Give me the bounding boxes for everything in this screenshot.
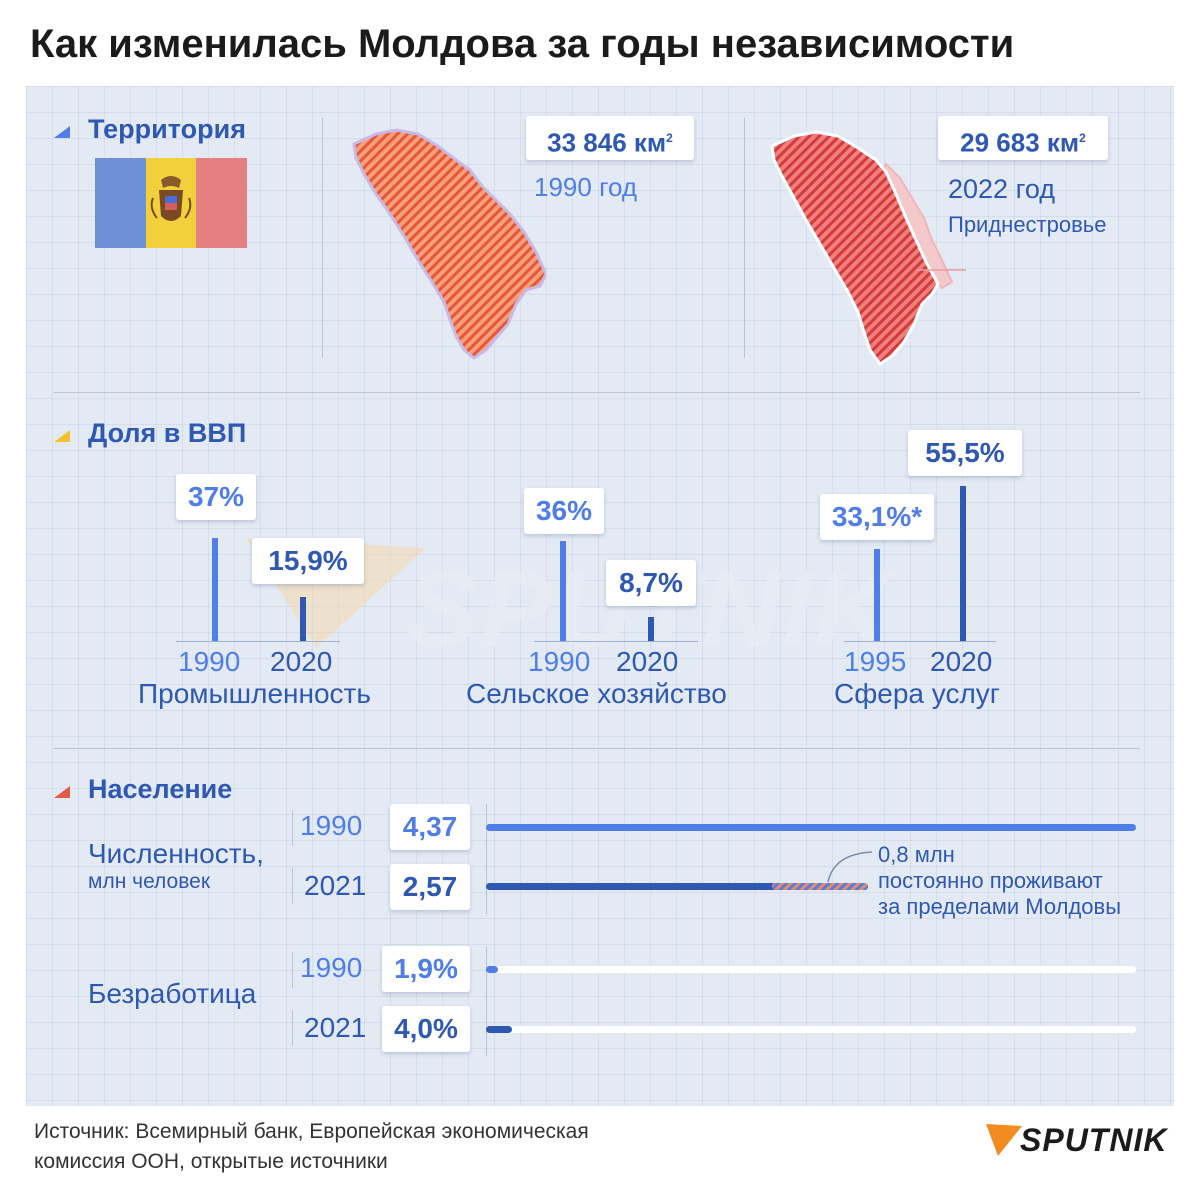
unemp-year-1990: 1990 — [300, 952, 363, 983]
map-moldova-1990 — [352, 128, 546, 360]
abroad-note-line2: постоянно проживают — [878, 868, 1103, 893]
year-industry-2020: 2020 — [270, 646, 333, 677]
pop-bar-2021-abroad — [772, 883, 868, 890]
abroad-note-line3: за пределами Молдовы — [878, 894, 1122, 919]
pop-axis-main — [486, 804, 487, 914]
bar-agriculture-1990 — [560, 541, 566, 641]
unemp-value-2021: 4,0% — [382, 1006, 470, 1052]
territory-heading: Территория — [88, 114, 246, 144]
moldova-flag — [95, 158, 247, 248]
area-2022-box: 29 683 км2 — [938, 116, 1108, 160]
group-label-services: Сфера услуг — [834, 678, 1000, 709]
unemp-track-1990 — [486, 966, 1136, 973]
pop-axis-left-1 — [292, 810, 293, 846]
label-agriculture-1990: 36% — [524, 488, 604, 534]
group-label-industry: Промышленность — [138, 678, 371, 709]
group-label-agriculture: Сельское хозяйство — [466, 678, 727, 709]
pop-value-1990: 4,37 — [390, 804, 470, 850]
area-2022-unit-sup: 2 — [1079, 131, 1086, 145]
pop-year-2021: 2021 — [304, 870, 367, 901]
unemp-bar-1990 — [486, 966, 498, 973]
abroad-callout-line — [827, 851, 873, 883]
year-services-2020: 2020 — [930, 646, 993, 677]
pop-bar-2021 — [486, 883, 778, 890]
population-count-unit: млн человек — [88, 870, 211, 893]
area-1990-value: 33 846 км — [547, 127, 667, 158]
gdp-heading: Доля в ВВП — [88, 418, 247, 448]
axis-industry — [176, 641, 340, 642]
abroad-note-line1: 0,8 млн — [878, 842, 955, 867]
gdp-marker-icon — [54, 430, 70, 442]
sputnik-logo — [986, 1124, 1022, 1156]
bar-services-2020 — [960, 486, 966, 641]
pop-axis-left-2 — [292, 868, 293, 904]
unemp-axis-left-1 — [292, 952, 293, 988]
axis-services — [844, 641, 996, 642]
year-industry-1990: 1990 — [178, 646, 241, 677]
year-agriculture-2020: 2020 — [616, 646, 679, 677]
pop-bar-1990 — [486, 824, 1136, 831]
territory-divider-left — [322, 118, 323, 358]
population-marker-icon — [54, 786, 70, 798]
section-divider-1 — [54, 392, 1140, 393]
page-title: Как изменилась Молдова за годы независим… — [30, 22, 1015, 66]
map-moldova-2022 — [770, 130, 966, 366]
section-divider-2 — [54, 748, 1140, 749]
axis-agriculture — [534, 641, 698, 642]
label-industry-2020: 15,9% — [252, 538, 364, 584]
unemp-bar-2021 — [486, 1026, 512, 1033]
infographic-panel: Территория 33 846 км2 1990 год — [26, 86, 1174, 1106]
bar-services-1995 — [874, 549, 880, 641]
area-1990-box: 33 846 км2 — [526, 116, 694, 160]
area-2022-value: 29 683 км — [960, 127, 1080, 158]
label-agriculture-2020: 8,7% — [606, 560, 696, 606]
territory-marker-icon — [54, 126, 70, 138]
label-services-2020: 55,5% — [908, 430, 1022, 476]
year-services-1995: 1995 — [844, 646, 907, 677]
pop-year-1990: 1990 — [300, 810, 363, 841]
unemp-axis-main — [486, 946, 487, 1056]
population-heading: Население — [88, 774, 233, 804]
label-services-1995: 33,1%* — [820, 494, 934, 540]
sputnik-brand-text: SPUTNIK — [1020, 1122, 1168, 1158]
source-line-1: Источник: Всемирный банк, Европейская эк… — [34, 1120, 589, 1143]
transnistria-label: Приднестровье — [948, 212, 1107, 237]
coat-of-arms-icon — [150, 176, 192, 221]
population-count-label: Численность, — [88, 838, 264, 869]
territory-divider-right — [744, 118, 745, 358]
bar-agriculture-2020 — [648, 617, 654, 641]
year-2022-label: 2022 год — [948, 174, 1055, 204]
bar-industry-2020 — [300, 597, 306, 641]
pop-value-2021: 2,57 — [390, 864, 470, 910]
label-industry-1990: 37% — [176, 474, 256, 520]
unemployment-label: Безработица — [88, 978, 257, 1009]
year-1990-label: 1990 год — [534, 172, 638, 202]
bar-industry-1990 — [212, 538, 218, 641]
area-1990-unit-sup: 2 — [666, 131, 673, 145]
unemp-year-2021: 2021 — [304, 1012, 367, 1043]
unemp-value-1990: 1,9% — [382, 946, 470, 992]
year-agriculture-1990: 1990 — [528, 646, 591, 677]
unemp-track-2021 — [486, 1026, 1136, 1033]
source-line-2: комиссия ООН, открытые источники — [34, 1150, 388, 1173]
unemp-axis-left-2 — [292, 1010, 293, 1046]
